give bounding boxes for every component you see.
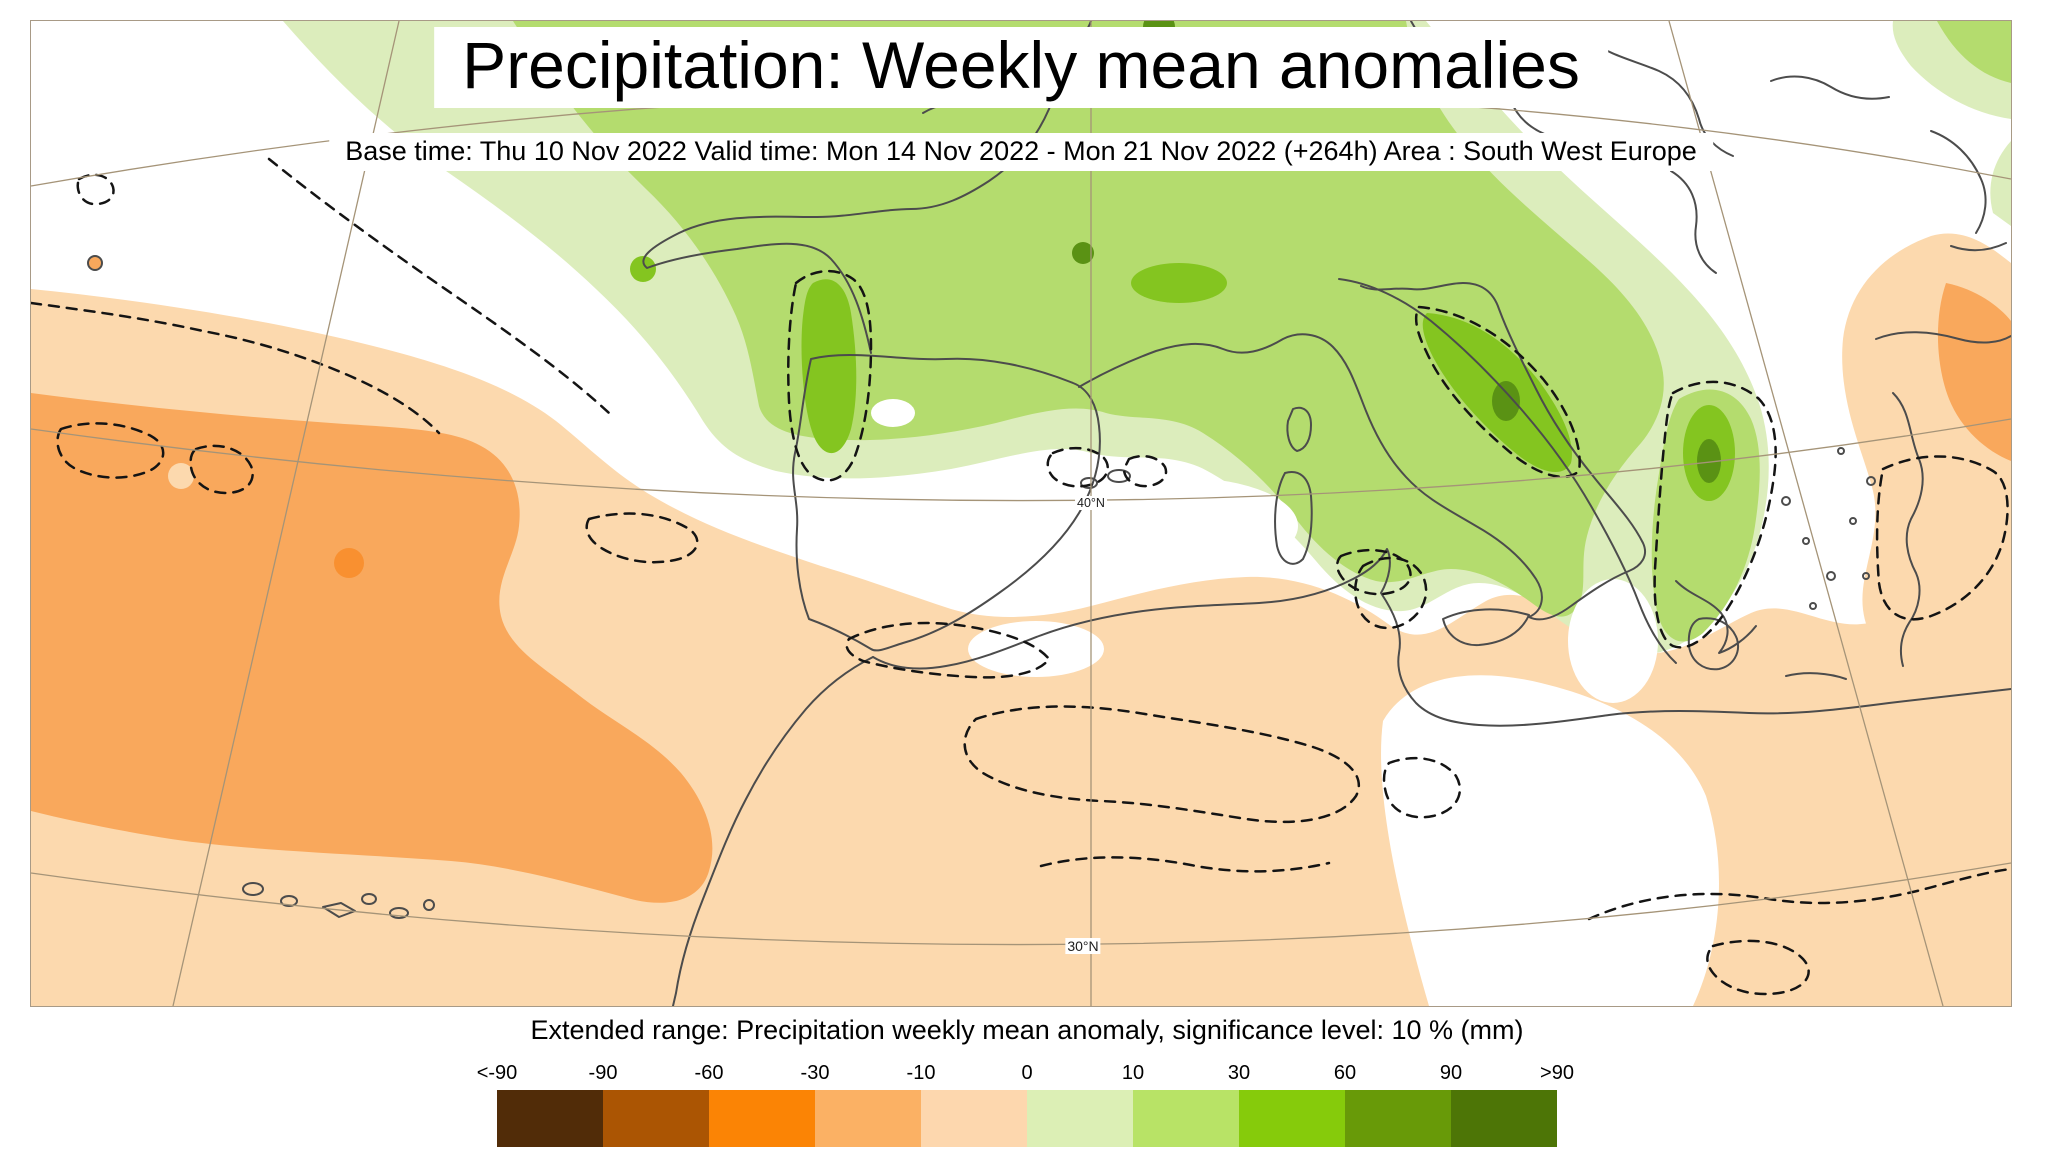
legend-color-cell-2 [709, 1090, 815, 1147]
coastline-sicily [1442, 608, 1530, 647]
legend-caption: Extended range: Precipitation weekly mea… [530, 1015, 1524, 1045]
legend-color-cell-3 [815, 1090, 921, 1147]
legend-tick-label-8: 60 [1333, 1062, 1357, 1084]
map-title: Precipitation: Weekly mean anomalies [434, 27, 1608, 108]
legend-tick-label-4: -10 [906, 1062, 936, 1084]
coastline-iberia [792, 354, 1101, 652]
legend-color-cell-9 [1451, 1090, 1557, 1147]
legend-color-cell-6 [1133, 1090, 1239, 1147]
coastline-peloponnese [1687, 617, 1739, 671]
legend-tick-label-0: <-90 [476, 1062, 518, 1084]
legend-tick-label-9: 90 [1439, 1062, 1463, 1084]
deficit-medium-region-atlantic [31, 393, 713, 903]
deficit-medium-region-east-edge [1937, 283, 2011, 461]
legend-tick-label-10: >90 [1540, 1062, 1574, 1084]
coastline-turkey [1875, 331, 2011, 667]
legend-color-cell-8 [1345, 1090, 1451, 1147]
coastline-madeira [87, 255, 103, 271]
map-panel: 40°N 30°N Precipitation: Weekly mean ano… [30, 20, 2012, 1007]
no-anomaly-white-regions [871, 399, 1719, 1006]
significance-contours [31, 157, 2011, 996]
legend-tick-label-5: 0 [1021, 1062, 1033, 1084]
legend-tick-label-3: -30 [800, 1062, 830, 1084]
coastline-balkan-adriatic [1338, 278, 1677, 664]
surplus-medium-region-ne-corner [1937, 21, 2011, 83]
meridian-west [172, 21, 400, 1006]
coastline-balearics [1080, 469, 1131, 489]
deficit-light-hole [168, 463, 194, 489]
legend-ticks: <-90 -90 -60 -30 -10 0 10 30 60 90 >90 [477, 1060, 1574, 1090]
surplus-light-region-east-sliver [1990, 141, 2011, 226]
legend-color-cell-1 [603, 1090, 709, 1147]
deficit-strong-spot [334, 548, 364, 578]
legend-color-cell-7 [1239, 1090, 1345, 1147]
coastline-corsica [1286, 406, 1312, 452]
coastline-crete [1785, 672, 1847, 680]
legend-tick-label-7: 30 [1227, 1062, 1251, 1084]
parallel-30n [31, 862, 2011, 946]
coastline-morocco-west [672, 656, 874, 1006]
coastline-north-africa [872, 548, 2011, 727]
legend-bar [497, 1090, 1557, 1147]
coastline-sardinia [1274, 471, 1313, 565]
legend-color-cell-0 [497, 1090, 603, 1147]
legend-color-cell-4 [921, 1090, 1027, 1147]
parallel-40n [31, 418, 2011, 502]
latitude-label-30n: 30°N [1065, 938, 1101, 954]
latitude-label-40n: 40°N [1075, 496, 1107, 510]
legend-tick-label-6: 10 [1121, 1062, 1145, 1084]
color-legend: <-90 -90 -60 -30 -10 0 10 30 60 90 >90 [477, 1060, 1574, 1147]
map-subtitle: Base time: Thu 10 Nov 2022 Valid time: M… [329, 133, 1713, 172]
legend-color-cell-5 [1027, 1090, 1133, 1147]
legend-tick-label-1: -90 [588, 1062, 618, 1084]
legend-tick-label-2: -60 [694, 1062, 724, 1084]
coastline-aegean-islands [1781, 447, 1876, 610]
meridian-east [1668, 21, 1944, 1006]
